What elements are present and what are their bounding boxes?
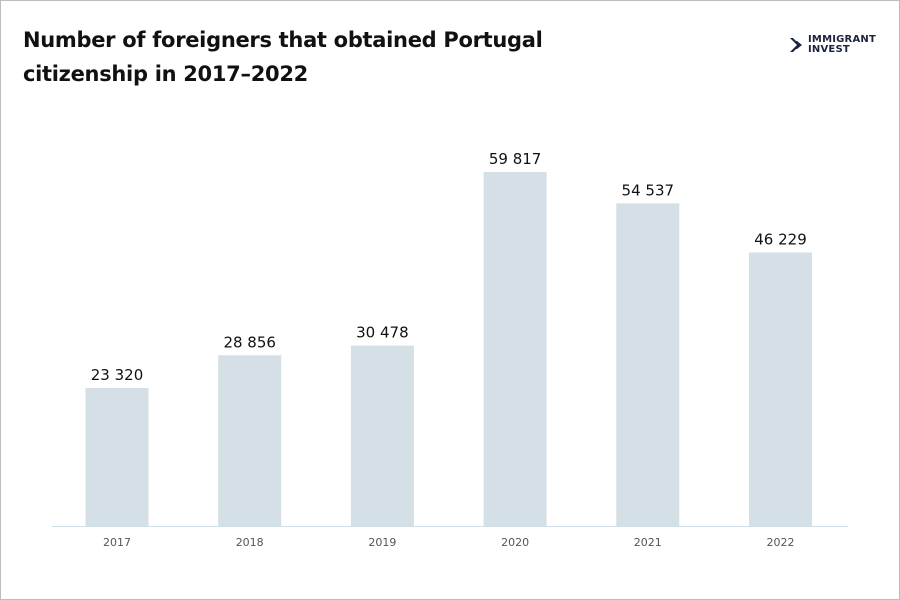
x-tick-label: 2021 — [634, 536, 662, 549]
x-tick-label: 2018 — [236, 536, 264, 549]
bar-2018 — [218, 355, 282, 526]
data-label: 54 537 — [622, 181, 675, 199]
bar-2017 — [85, 388, 149, 526]
data-label: 28 856 — [223, 333, 276, 351]
data-label: 23 320 — [91, 366, 144, 384]
bar-2022 — [749, 252, 812, 526]
data-label: 46 229 — [754, 230, 807, 248]
x-tick-label: 2020 — [501, 536, 529, 549]
logo-text: IMMIGRANT INVEST — [808, 34, 876, 55]
bar-2020 — [483, 172, 547, 526]
x-tick-label: 2019 — [368, 536, 396, 549]
data-label: 59 817 — [489, 150, 542, 168]
logo-chevron-icon — [790, 38, 802, 52]
data-label: 30 478 — [356, 324, 409, 342]
bar-2021 — [616, 203, 680, 526]
chart-title: Number of foreigners that obtained Portu… — [23, 28, 543, 86]
bar-2019 — [350, 345, 414, 526]
logo: IMMIGRANT INVEST — [789, 35, 876, 55]
x-tick-label: 2017 — [103, 536, 131, 549]
x-tick-label: 2022 — [767, 536, 795, 549]
